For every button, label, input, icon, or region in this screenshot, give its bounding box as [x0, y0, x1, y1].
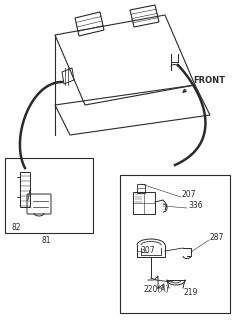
Text: 287: 287 — [210, 233, 224, 242]
Text: 307: 307 — [140, 246, 155, 255]
Text: 219: 219 — [183, 288, 197, 297]
Text: 220(A): 220(A) — [144, 285, 170, 294]
Text: 207: 207 — [182, 190, 196, 199]
Text: 81: 81 — [42, 236, 51, 245]
Text: FRONT: FRONT — [193, 76, 225, 84]
Bar — [137, 184, 145, 193]
Text: 336: 336 — [188, 201, 203, 210]
Text: 82: 82 — [12, 223, 21, 232]
Bar — [20, 172, 30, 207]
Bar — [133, 192, 155, 214]
